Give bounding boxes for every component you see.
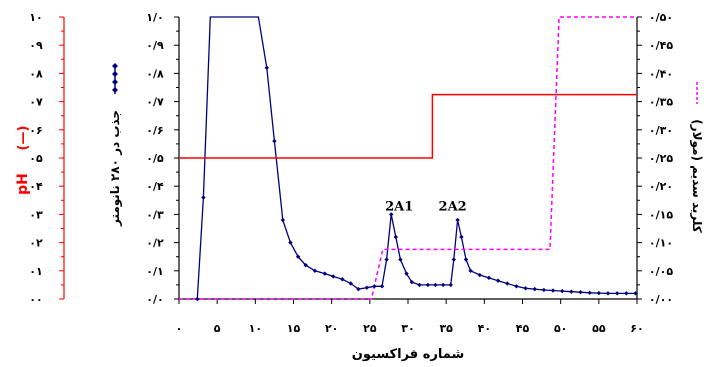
x-tick-label: ۵ xyxy=(214,322,221,335)
absorbance-tick-label: ۰/۸ xyxy=(146,67,164,80)
nacl-tick-label: ۰/۴۰ xyxy=(649,67,673,80)
nacl-tick-label: ۰/۲۰ xyxy=(649,180,673,193)
x-tick-label: ۲۵ xyxy=(363,322,377,335)
nacl-tick-label: ۰/۳۵ xyxy=(649,96,673,109)
nacl-tick-label: ۰/۲۵ xyxy=(649,152,673,165)
x-tick-label: ۱۰ xyxy=(249,322,262,335)
absorbance-tick-label: ۰/۶ xyxy=(146,124,163,137)
ph-tick-label: ۰۸ xyxy=(29,67,43,80)
x-axis-title: شماره فراكسيون xyxy=(352,347,464,362)
x-tick-label: ۵۰ xyxy=(554,322,567,335)
ph-tick-label: ۰۰ xyxy=(29,293,42,306)
ph-tick-label: ۰۱ xyxy=(29,265,42,278)
absorbance-legend-symbol xyxy=(112,63,118,94)
ph-tick-label: ۰۴ xyxy=(29,180,43,193)
ph-tick-label: ۱۰ xyxy=(29,11,42,24)
absorbance-tick-label: ۰/۱ xyxy=(146,265,163,278)
x-tick-label: ۱۵ xyxy=(287,322,301,335)
absorbance-tick-label: ۰/۹ xyxy=(146,39,164,52)
ph-legend-symbol: (—) xyxy=(16,126,31,151)
annotation-label: 2A2 xyxy=(439,199,467,214)
x-tick-label: ۳۰ xyxy=(401,322,414,335)
absorbance-tick-label: ۰/۳ xyxy=(146,208,164,221)
absorbance-tick-label: ۰/۵ xyxy=(146,152,164,165)
nacl-tick-label: ۰/۰۰ xyxy=(649,293,673,306)
nacl-axis-title: كلريد سديم (مولار) xyxy=(689,119,704,233)
x-tick-label: ۴۵ xyxy=(516,322,530,335)
absorbance-axis-title-group: جذب در ۲۸۰ نانومتر xyxy=(108,63,123,227)
nacl-tick-label: ۰/۱۵ xyxy=(649,208,673,221)
ph-tick-label: ۰۳ xyxy=(29,208,43,221)
x-tick-label: ۴۰ xyxy=(478,322,491,335)
x-tick-label: ۲۰ xyxy=(325,322,338,335)
nacl-tick-label: ۰/۵۰ xyxy=(649,11,673,24)
nacl-axis-title-group: كلريد سديم (مولار) xyxy=(689,82,704,233)
x-tick-label: ۶۰ xyxy=(630,322,643,335)
annotation-label: 2A1 xyxy=(385,199,413,214)
nacl-tick-label: ۰/۰۵ xyxy=(649,265,673,278)
absorbance-tick-label: ۰/۷ xyxy=(146,96,164,109)
absorbance-axis-title: جذب در ۲۸۰ نانومتر xyxy=(108,110,123,227)
absorbance-tick-label: ۰/۴ xyxy=(146,180,164,193)
absorbance-tick-label: ۰/۰ xyxy=(146,293,163,306)
absorbance-tick-label: ۱/۰ xyxy=(146,11,163,24)
ph-tick-label: ۰۹ xyxy=(29,39,43,52)
ph-tick-label: ۰۶ xyxy=(29,124,42,137)
ph-axis-title: pH xyxy=(15,173,31,195)
ph-tick-label: ۰۲ xyxy=(29,237,43,250)
ph-tick-label: ۰۵ xyxy=(29,152,43,165)
x-tick-label: ۰ xyxy=(176,322,183,335)
x-tick-label: ۵۵ xyxy=(592,322,606,335)
absorbance-tick-label: ۰/۲ xyxy=(146,237,164,250)
nacl-tick-label: ۰/۳۰ xyxy=(649,124,673,137)
x-tick-label: ۳۵ xyxy=(439,322,453,335)
ph-tick-label: ۰۷ xyxy=(29,96,43,109)
nacl-tick-label: ۰/۱۰ xyxy=(649,237,673,250)
nacl-tick-label: ۰/۴۵ xyxy=(649,39,673,52)
